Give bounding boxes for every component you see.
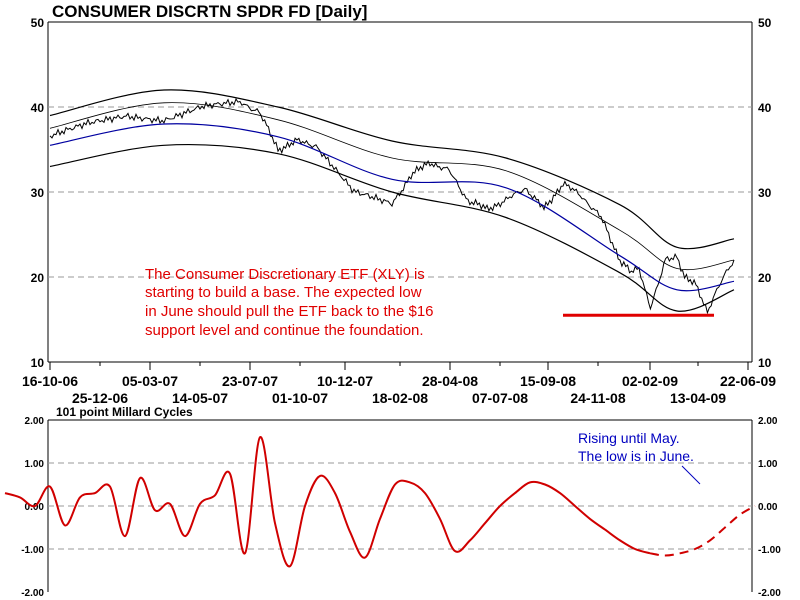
cycle-ytick-right: -1.00 <box>758 545 781 556</box>
cycle-ytick-right: 0.00 <box>758 502 778 513</box>
date-label-upper: 10-12-07 <box>317 373 373 389</box>
price-ytick-right: 40 <box>758 101 772 115</box>
cycle-ytick-left: -2.00 <box>21 588 44 599</box>
date-label-upper: 15-09-08 <box>520 373 576 389</box>
date-label-lower: 25-12-06 <box>72 390 128 406</box>
cycle-ytick-right: -2.00 <box>758 588 781 599</box>
price-ytick-left: 30 <box>31 186 45 200</box>
price-ytick-right: 30 <box>758 186 772 200</box>
price-band-upper-envelope <box>49 89 735 250</box>
annotation-line-1: The Consumer Discretionary ETF (XLY) is <box>145 266 425 283</box>
date-label-upper: 16-10-06 <box>22 373 78 389</box>
price-ytick-right: 10 <box>758 356 772 370</box>
cycle-projection-line <box>649 505 756 557</box>
date-tick-marks <box>49 362 749 370</box>
cycle-y-tick-labels: 2.00 2.00 1.00 1.00 0.00 0.00 -1.00 -1.00 -2.00 -… <box>21 416 781 599</box>
price-ytick-left: 20 <box>31 271 45 285</box>
date-labels-lower: 25-12-06 14-05-07 01-10-07 18-02-08 07-07-08… <box>72 390 726 406</box>
date-label-lower: 18-02-08 <box>372 390 428 406</box>
annotation-line-3: in June should pull the ETF back to the … <box>145 303 434 320</box>
price-band-centre-average <box>49 123 735 292</box>
price-y-tick-labels: 50 50 40 40 30 30 20 20 10 10 <box>31 16 772 370</box>
cycle-ytick-left: 2.00 <box>25 416 45 427</box>
date-label-upper: 22-06-09 <box>720 373 776 389</box>
date-labels-upper: 16-10-06 05-03-07 23-07-07 10-12-07 28-04-08… <box>22 373 776 389</box>
price-ytick-left: 10 <box>31 356 45 370</box>
date-label-lower: 24-11-08 <box>570 390 625 406</box>
cycle-title: 101 point Millard Cycles <box>56 405 193 419</box>
date-label-upper: 28-04-08 <box>422 373 478 389</box>
annotation-line-2: starting to build a base. The expected l… <box>145 284 422 301</box>
cycle-series-line <box>4 436 651 568</box>
cycle-gridlines <box>48 462 752 550</box>
price-band-lower-envelope <box>49 144 735 312</box>
cycle-annotation-line-2: The low is in June. <box>578 448 694 464</box>
date-label-lower: 07-07-08 <box>472 390 528 406</box>
date-label-upper: 05-03-07 <box>122 373 178 389</box>
cycle-ytick-right: 1.00 <box>758 459 778 470</box>
price-band-upper-inner-band <box>49 102 735 271</box>
cycle-ytick-left: 1.00 <box>25 459 45 470</box>
cycle-ytick-left: 0.00 <box>25 502 45 513</box>
price-series-group <box>49 89 735 315</box>
cycle-ytick-left: -1.00 <box>21 545 44 556</box>
date-label-lower: 13-04-09 <box>670 390 726 406</box>
price-ytick-left: 40 <box>31 101 45 115</box>
cycle-annotation-line-1: Rising until May. <box>578 430 680 446</box>
price-gridlines <box>48 106 752 278</box>
cycle-ytick-right: 2.00 <box>758 416 778 427</box>
chart-title: CONSUMER DISCRTN SPDR FD [Daily] <box>52 2 367 21</box>
date-label-upper: 23-07-07 <box>222 373 278 389</box>
cycle-series-group <box>4 436 756 568</box>
cycle-annotation-pointer <box>681 465 701 485</box>
price-ytick-right: 20 <box>758 271 772 285</box>
price-ytick-left: 50 <box>31 16 45 30</box>
date-label-upper: 02-02-09 <box>622 373 678 389</box>
date-label-lower: 01-10-07 <box>272 390 328 406</box>
price-ytick-right: 50 <box>758 16 772 30</box>
annotation-line-4: support level and continue the foundatio… <box>145 322 424 339</box>
price-series-line <box>49 97 735 315</box>
date-label-lower: 14-05-07 <box>172 390 228 406</box>
